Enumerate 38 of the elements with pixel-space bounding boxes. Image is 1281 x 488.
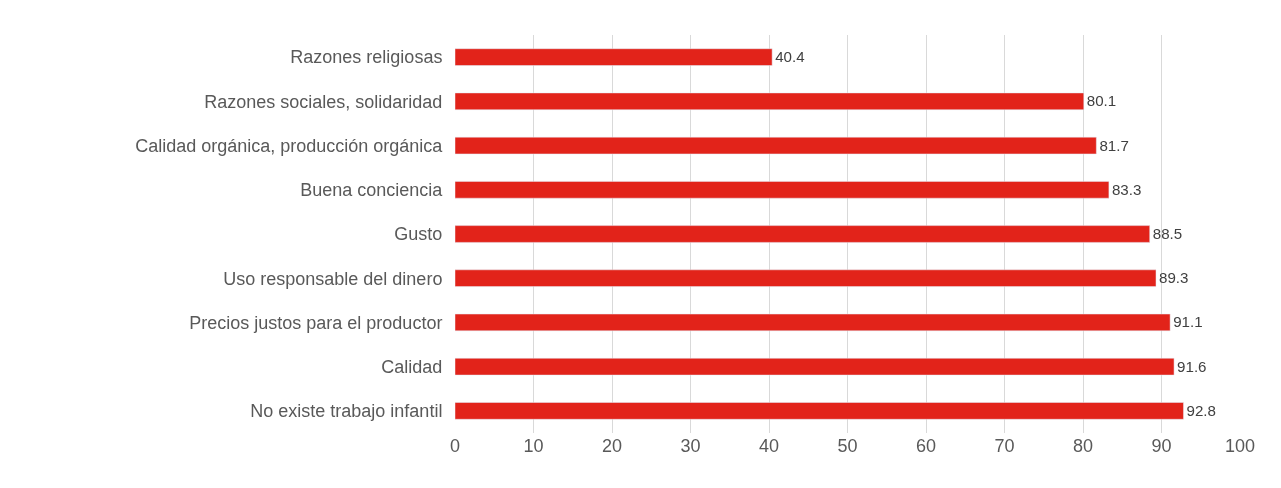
x-tick-label: 80: [1072, 436, 1094, 456]
x-tick-label: 90: [1151, 436, 1172, 456]
y-tick-label: No existe trabajo infantil: [250, 401, 443, 422]
x-tick-label: 20: [601, 436, 623, 456]
y-tick-label: Razones religiosas: [290, 47, 443, 68]
x-tick-label: 60: [915, 436, 937, 456]
x-tick-label: 70: [994, 436, 1015, 456]
bar: [455, 48, 773, 66]
y-tick-label: Uso responsable del dinero: [223, 268, 443, 289]
x-tick-label: 100: [1224, 436, 1256, 456]
data-label: 83.3: [1111, 180, 1142, 198]
y-tick-label: Calidad orgánica, producción orgánica: [135, 135, 444, 156]
y-tick-label: Razones sociales, solidaridad: [204, 91, 443, 112]
y-tick-label: Precios justos para el productor: [189, 312, 443, 333]
data-label: 91.6: [1177, 357, 1207, 375]
y-tick-label: Calidad: [381, 356, 443, 377]
y-tick-label: Buena conciencia: [300, 180, 444, 201]
bar: [455, 358, 1175, 376]
data-label: 92.8: [1186, 401, 1216, 419]
bar: [455, 225, 1150, 243]
bar: [455, 313, 1171, 332]
x-tick-label: 30: [680, 436, 701, 456]
data-label: 80.1: [1086, 92, 1117, 110]
x-tick-label: 50: [837, 436, 858, 456]
data-label: 89.3: [1159, 269, 1189, 287]
data-label: 40.4: [775, 48, 805, 66]
bar: [455, 136, 1097, 155]
bar: [455, 402, 1184, 420]
x-tick-label: 0: [449, 436, 461, 456]
x-tick-label: 10: [523, 436, 544, 456]
bar: [455, 269, 1157, 287]
x-tick-label: 40: [758, 436, 780, 456]
data-label: 88.5: [1152, 225, 1183, 243]
bar: [455, 92, 1085, 110]
data-label: 81.7: [1099, 136, 1129, 154]
bar: [455, 181, 1110, 199]
y-tick-label: Gusto: [394, 224, 443, 245]
data-label: 91.1: [1173, 313, 1203, 331]
